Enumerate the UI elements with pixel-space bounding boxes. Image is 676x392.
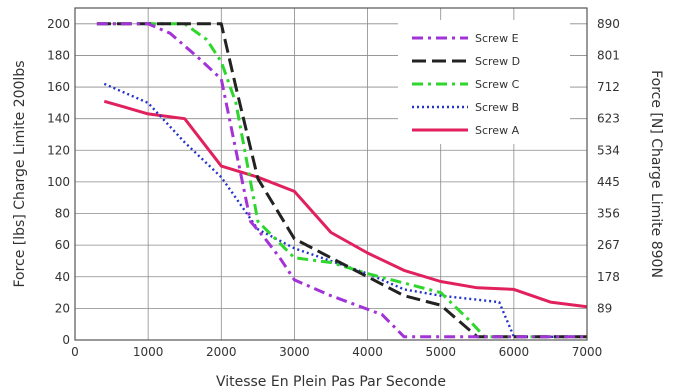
x-tick-label: 3000 (279, 345, 310, 359)
y2-tick-label: 89 (597, 301, 612, 315)
y-tick-label: 60 (55, 238, 70, 252)
y2-tick-label: 623 (597, 112, 620, 126)
y2-axis-title: Force [N] Charge Limite 890N (648, 70, 664, 278)
legend-label: Screw D (475, 55, 520, 68)
y2-tick-label: 178 (597, 270, 620, 284)
y-axis-title: Force [lbs] Charge Limite 200lbs (12, 60, 28, 287)
legend-label: Screw C (475, 78, 520, 91)
y2-tick-label: 890 (597, 17, 620, 31)
series-layer (96, 22, 588, 339)
y2-tick-label: 534 (597, 143, 620, 157)
y-tick-label: 20 (55, 301, 70, 315)
series-line-screw-a (103, 99, 588, 309)
x-tick-label: 0 (71, 345, 79, 359)
y-tick-label: 120 (47, 143, 70, 157)
x-tick-label: 1000 (133, 345, 164, 359)
series-line-screw-e (96, 22, 587, 339)
plot-frame (74, 7, 588, 341)
x-tick-label: 5000 (425, 345, 456, 359)
y-tick-label: 140 (47, 112, 70, 126)
y2-tick-label: 712 (597, 80, 620, 94)
y-tick-label: 160 (47, 80, 70, 94)
legend-background (398, 20, 570, 144)
y2-tick-label: 801 (597, 48, 620, 62)
series-line-screw-d (96, 22, 587, 339)
x-axis-title: Vitesse En Plein Pas Par Seconde (216, 374, 446, 390)
y-tick-label: 180 (47, 48, 70, 62)
x-tick-label: 4000 (352, 345, 383, 359)
series-line-screw-c (96, 22, 587, 339)
y-tick-label: 100 (47, 175, 70, 189)
legend-label: Screw A (475, 124, 520, 137)
legend-label: Screw B (475, 101, 519, 114)
y2-tick-label: 356 (597, 207, 620, 221)
legend: Screw E Screw D Screw C Screw B Screw A (398, 20, 570, 144)
legend-label: Screw E (475, 32, 519, 45)
x-tick-label: 2000 (206, 345, 237, 359)
y-tick-label: 0 (62, 333, 70, 347)
x-tick-label: 7000 (572, 345, 603, 359)
y2-tick-label: 445 (597, 175, 620, 189)
y2-tick-label: 267 (597, 238, 620, 252)
y-tick-label: 80 (55, 207, 70, 221)
tick-labels: 0 1000 2000 3000 4000 5000 6000 7000 0 20 40 60 80 10… (47, 17, 620, 359)
x-tick-label: 6000 (499, 345, 530, 359)
y-tick-label: 40 (55, 270, 70, 284)
y-tick-label: 200 (47, 17, 70, 31)
